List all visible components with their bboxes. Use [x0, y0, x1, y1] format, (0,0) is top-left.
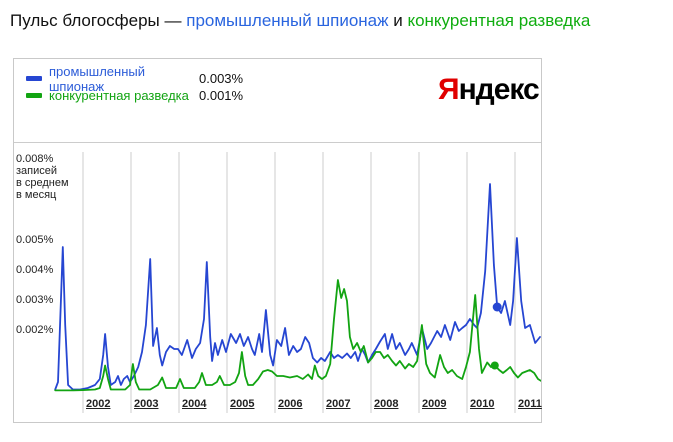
yandex-logo-first-letter: Я [438, 73, 460, 106]
chart-legend: промышленный шпионаж 0.003% конкурентная… [26, 64, 244, 104]
legend-swatch-green-icon [26, 93, 42, 98]
legend-item-competitive-intelligence: конкурентная разведка 0.001% [26, 87, 243, 104]
series-marker-2 [490, 361, 499, 370]
page-title-conjunction: и [388, 11, 408, 30]
legend-value: 0.001% [199, 88, 244, 103]
y-tick-label: 0.002% [16, 324, 54, 336]
y-axis-max-label: 0.008% [16, 153, 54, 165]
x-tick-year-link[interactable]: 2006 [278, 398, 303, 410]
y-tick-label: 0.005% [16, 234, 54, 246]
x-tick-year-link[interactable]: 2002 [86, 398, 111, 410]
x-tick-year-link[interactable]: 2004 [182, 398, 207, 410]
yandex-logo[interactable]: Яндекс [438, 73, 540, 106]
series-marker-1 [492, 302, 502, 312]
page-title-prefix: Пульс блогосферы — [10, 11, 187, 30]
chart-plot: 2002 2003 2004 2005 2006 2007 2008 2009 2010 2011… [14, 143, 542, 422]
y-axis-caption-line: записей [16, 165, 58, 177]
header-divider [14, 142, 541, 143]
chart-canvas [54, 152, 541, 413]
legend-label: промышленный шпионаж [49, 63, 145, 94]
page-title: Пульс блогосферы — промышленный шпионаж … [10, 11, 590, 31]
x-tick-year-link[interactable]: 2005 [230, 398, 255, 410]
y-axis-caption-line: в среднем [16, 177, 69, 189]
x-tick-year-link[interactable]: 2008 [374, 398, 399, 410]
legend-label: конкурентная разведка [49, 88, 189, 103]
title-link-term1[interactable]: промышленный шпионаж [186, 11, 389, 30]
x-tick-year-link[interactable]: 2009 [422, 398, 447, 410]
x-tick-year-link[interactable]: 2003 [134, 398, 159, 410]
legend-swatch-blue-icon [26, 76, 42, 81]
yandex-logo-rest: ндекс [458, 73, 540, 106]
y-tick-label: 0.004% [16, 264, 54, 276]
y-tick-label: 0.008% записей в среднем в месяц [16, 153, 69, 201]
legend-item-industrial-espionage: промышленный шпионаж 0.003% [26, 64, 244, 94]
x-tick-year-link[interactable]: 2010 [470, 398, 495, 410]
pulse-widget: промышленный шпионаж 0.003% конкурентная… [13, 58, 542, 423]
series-line-2 [54, 279, 541, 392]
series-line-1 [54, 183, 541, 391]
legend-value: 0.003% [199, 71, 244, 86]
y-axis-caption-line: в месяц [16, 189, 57, 201]
title-link-term2[interactable]: конкурентная разведка [407, 11, 591, 30]
y-tick-label: 0.003% [16, 294, 54, 306]
x-tick-year-link[interactable]: 2011 [518, 398, 542, 410]
x-tick-year-link[interactable]: 2007 [326, 398, 351, 410]
